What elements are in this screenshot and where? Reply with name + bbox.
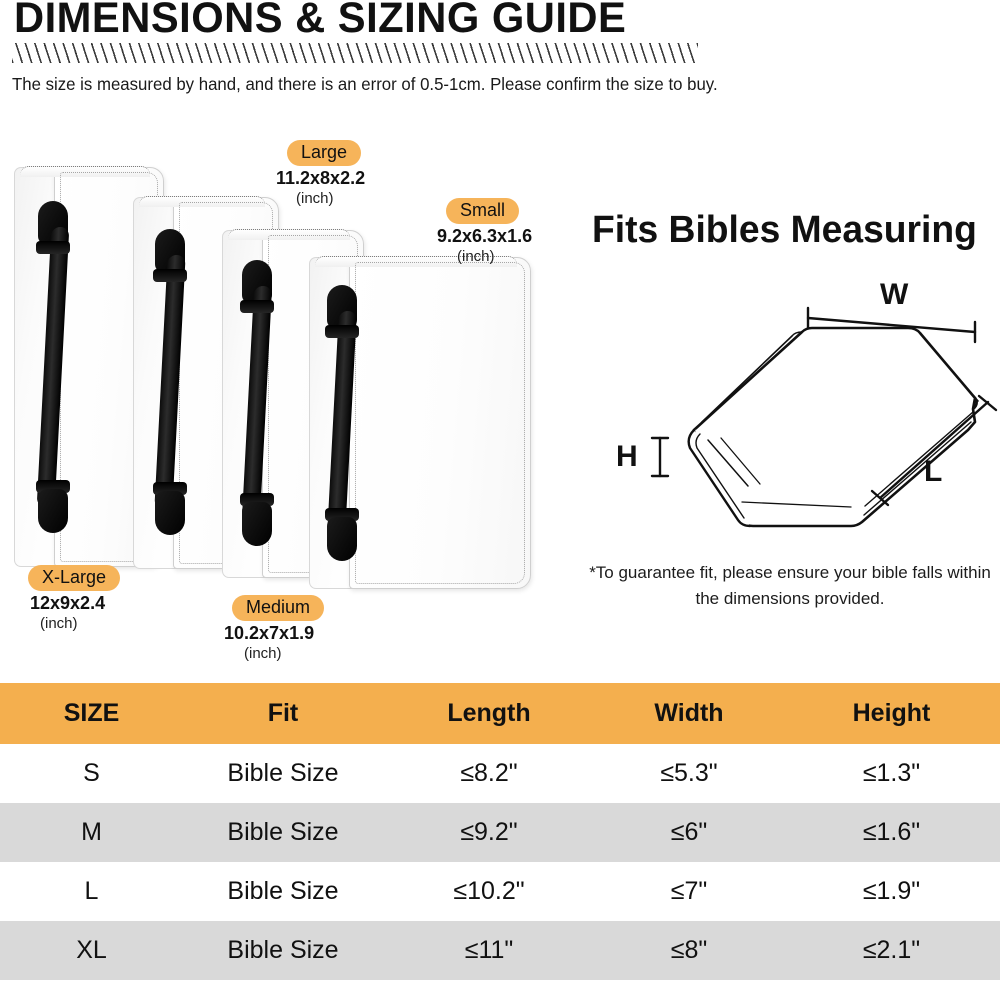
handle-strap [241,286,273,520]
cell-height: ≤1.9" [862,877,921,905]
fit-guarantee-note: *To guarantee fit, please ensure your bi… [589,563,991,608]
size-dims-small: 9.2x6.3x1.6 [437,226,533,246]
table-row: S Bible Size ≤8.2" ≤5.3" ≤1.3" [0,744,1000,803]
cover-face [349,257,531,589]
length-label: L [924,455,943,488]
book-diagram [650,306,998,528]
handle-cap-bottom [327,517,357,561]
size-unit-large: (inch) [296,190,334,207]
size-table: SIZE Fit Length Width Height S Bible Siz… [0,683,1000,980]
cover-top-edge [20,166,150,177]
cover-handle [240,260,274,546]
table-header-row: SIZE Fit Length Width Height [0,683,1000,744]
size-unit-xlarge: (inch) [40,615,78,632]
fits-bibles-panel: Fits Bibles Measuring [580,200,1000,640]
cell-size: L [84,877,99,905]
cell-fit: Bible Size [227,877,339,905]
table-row: L Bible Size ≤10.2" ≤7" ≤1.9" [0,862,1000,921]
handle-ring-top [240,300,274,313]
size-unit-medium: (inch) [244,645,282,662]
hatched-divider [12,43,698,63]
product-image-group [0,105,580,665]
cell-length: ≤11" [464,936,514,964]
cell-width: ≤6" [670,818,708,846]
cover-top-edge [228,229,350,240]
column-header-width: Width [654,699,724,727]
measurement-disclaimer: The size is measured by hand, and there … [12,74,718,94]
cell-fit: Bible Size [227,818,339,846]
cell-height: ≤1.3" [862,759,921,787]
cover-handle [36,201,70,533]
handle-strap [36,227,70,507]
cover-handle [325,285,359,561]
column-header-length: Length [447,699,531,727]
size-badge-small: Small [446,198,520,224]
handle-ring-top [325,325,359,338]
cover-stitching [355,262,525,584]
height-label: H [616,440,638,473]
handle-cap-bottom [155,491,185,535]
cell-height: ≤2.1" [862,936,921,964]
cell-width: ≤7" [670,877,708,905]
handle-cap-bottom [242,502,272,546]
fits-bibles-title: Fits Bibles Measuring [592,209,977,251]
size-dims-xlarge: 12x9x2.4 [30,593,106,613]
cell-width: ≤8" [670,936,708,964]
table-row: M Bible Size ≤9.2" ≤6" ≤1.6" [0,803,1000,862]
size-badge-large: Large [287,140,362,166]
size-badge-medium: Medium [232,595,325,621]
handle-ring-top [36,241,70,254]
bible-cover-small [309,256,531,589]
size-unit-small: (inch) [457,248,495,265]
cell-length: ≤10.2" [453,877,525,905]
cell-size: M [81,818,102,846]
handle-strap [327,311,357,535]
width-label: W [880,278,909,311]
cell-size: XL [76,936,107,964]
handle-strap [154,255,186,509]
cover-handle [153,229,187,535]
cell-fit: Bible Size [227,936,339,964]
cell-length: ≤8.2" [460,759,518,787]
size-dims-large: 11.2x8x2.2 [276,168,366,188]
cell-height: ≤1.6" [862,818,921,846]
column-header-height: Height [852,699,931,727]
cell-length: ≤9.2" [460,818,518,846]
cell-size: S [83,759,100,787]
size-badge-xlarge: X-Large [28,565,121,591]
page-header: DIMENSIONS & SIZING GUIDE The size is me… [0,0,1000,100]
cell-fit: Bible Size [227,759,339,787]
column-header-size: SIZE [63,699,120,727]
handle-ring-top [153,269,187,282]
handle-cap-bottom [38,489,68,533]
column-header-fit: Fit [267,699,299,727]
cover-top-edge [315,256,517,267]
size-dims-medium: 10.2x7x1.9 [224,623,315,643]
cover-top-edge [139,196,265,207]
table-row: XL Bible Size ≤11" ≤8" ≤2.1" [0,921,1000,980]
cell-width: ≤5.3" [660,759,718,787]
page-title: DIMENSIONS & SIZING GUIDE [14,0,627,42]
